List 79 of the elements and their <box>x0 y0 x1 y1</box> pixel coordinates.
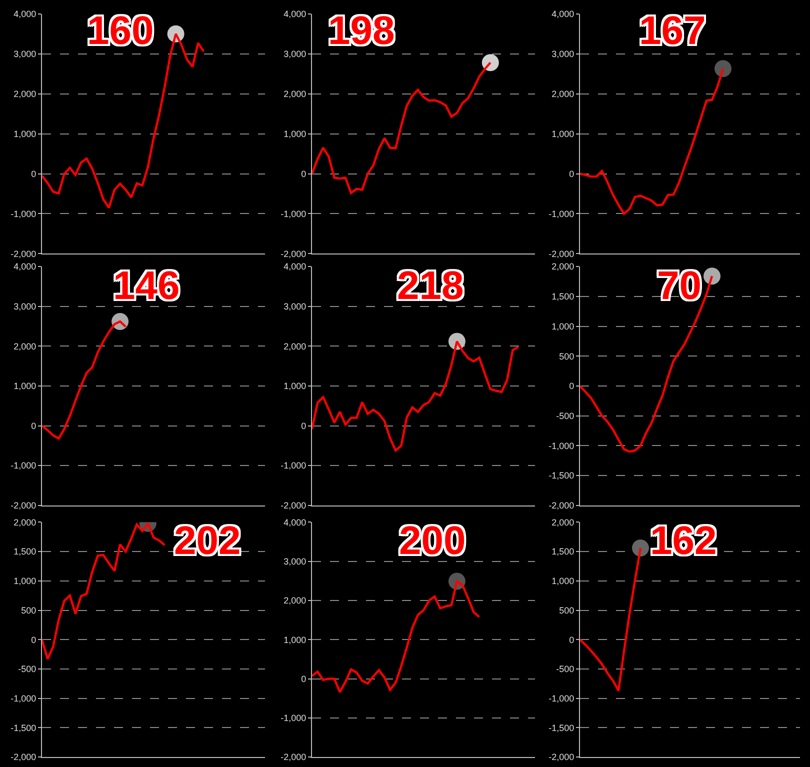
y-tick-label: 2,000 <box>14 341 36 352</box>
y-tick-label: 1,000 <box>14 381 36 392</box>
y-tick-label: 4,000 <box>284 262 306 272</box>
y-tick-label: 1,000 <box>552 321 574 332</box>
y-tick-label: -1,000 <box>548 208 574 219</box>
y-tick-label: -500 <box>556 664 574 674</box>
chart-title: 162 <box>650 519 717 563</box>
y-tick-label: -1,000 <box>280 713 306 724</box>
chart-title: 202 <box>174 519 241 563</box>
y-tick-label: -1,500 <box>10 722 36 733</box>
y-tick-label: 3,000 <box>552 49 574 60</box>
y-tick-label: 4,000 <box>284 9 306 20</box>
y-tick-label: 0 <box>569 381 574 392</box>
y-tick-label: 1,000 <box>552 128 574 139</box>
y-tick-label: 4,000 <box>284 517 306 528</box>
y-tick-label: 3,000 <box>284 49 306 60</box>
y-tick-label: 4,000 <box>552 9 574 20</box>
y-tick-label: -2,000 <box>280 248 306 259</box>
y-tick-label: 3,000 <box>14 302 36 312</box>
y-tick-label: 2,000 <box>284 341 306 352</box>
y-tick-label: -1,000 <box>280 460 306 471</box>
y-tick-label: -2,000 <box>548 752 574 762</box>
y-tick-label: 0 <box>301 168 306 179</box>
y-tick-label: -1,500 <box>548 470 574 481</box>
chart-title: 218 <box>397 264 464 308</box>
y-tick-label: 4,000 <box>14 9 36 20</box>
y-tick-label: 1,000 <box>14 576 36 586</box>
y-tick-label: -2,000 <box>548 248 574 259</box>
y-tick-label: -1,000 <box>548 440 574 451</box>
y-tick-label: 500 <box>21 605 36 616</box>
y-tick-label: -1,000 <box>548 693 574 704</box>
y-tick-label: 0 <box>31 634 36 645</box>
chart-title: 70 <box>657 264 702 308</box>
chart-title: 167 <box>639 9 706 53</box>
y-tick-label: 0 <box>569 634 574 645</box>
y-tick-label: 2,000 <box>14 517 36 528</box>
y-tick-label: -2,000 <box>10 500 36 511</box>
y-tick-label: 2,000 <box>14 88 36 99</box>
y-tick-label: 0 <box>301 420 306 431</box>
y-tick-label: 3,000 <box>284 556 306 566</box>
y-tick-label: -500 <box>556 410 574 421</box>
y-tick-label: 1,500 <box>552 292 574 302</box>
chart-title: 200 <box>399 519 466 563</box>
y-tick-label: -2,000 <box>548 500 574 511</box>
y-tick-label: -500 <box>18 664 36 674</box>
y-tick-label: -2,000 <box>10 248 36 259</box>
y-tick-label: 1,000 <box>284 128 306 139</box>
y-tick-label: 2,000 <box>284 596 306 606</box>
y-tick-label: 1,500 <box>14 546 36 557</box>
y-tick-label: 2,000 <box>552 88 574 99</box>
y-tick-label: -1,000 <box>10 693 36 704</box>
y-tick-label: -1,000 <box>280 208 306 219</box>
chart-title: 160 <box>87 9 154 53</box>
y-tick-label: 1,000 <box>14 128 36 139</box>
line-series <box>42 522 166 660</box>
y-tick-label: 1,000 <box>552 576 574 586</box>
y-tick-label: 0 <box>301 674 306 684</box>
y-tick-label: -2,000 <box>280 500 306 511</box>
y-tick-label: -1,000 <box>10 208 36 219</box>
chart-title: 146 <box>113 264 180 308</box>
y-tick-label: 4,000 <box>14 262 36 272</box>
y-tick-label: -1,000 <box>10 460 36 471</box>
y-tick-label: -2,000 <box>10 752 36 762</box>
y-tick-label: 1,500 <box>552 546 574 557</box>
y-tick-label: -1,500 <box>548 722 574 733</box>
y-tick-label: 1,000 <box>284 634 306 645</box>
y-tick-label: 2,000 <box>552 517 574 528</box>
y-tick-label: 500 <box>559 605 574 616</box>
y-tick-label: 3,000 <box>284 302 306 312</box>
y-tick-label: 500 <box>559 351 574 362</box>
y-tick-label: 1,000 <box>284 381 306 392</box>
y-tick-label: 2,000 <box>284 88 306 99</box>
y-tick-label: 0 <box>569 168 574 179</box>
y-tick-label: -2,000 <box>280 752 306 762</box>
y-tick-label: 0 <box>31 168 36 179</box>
y-tick-label: 2,000 <box>552 262 574 272</box>
chart-title: 198 <box>328 9 395 53</box>
y-tick-label: 0 <box>31 420 36 431</box>
y-tick-label: 3,000 <box>14 49 36 60</box>
